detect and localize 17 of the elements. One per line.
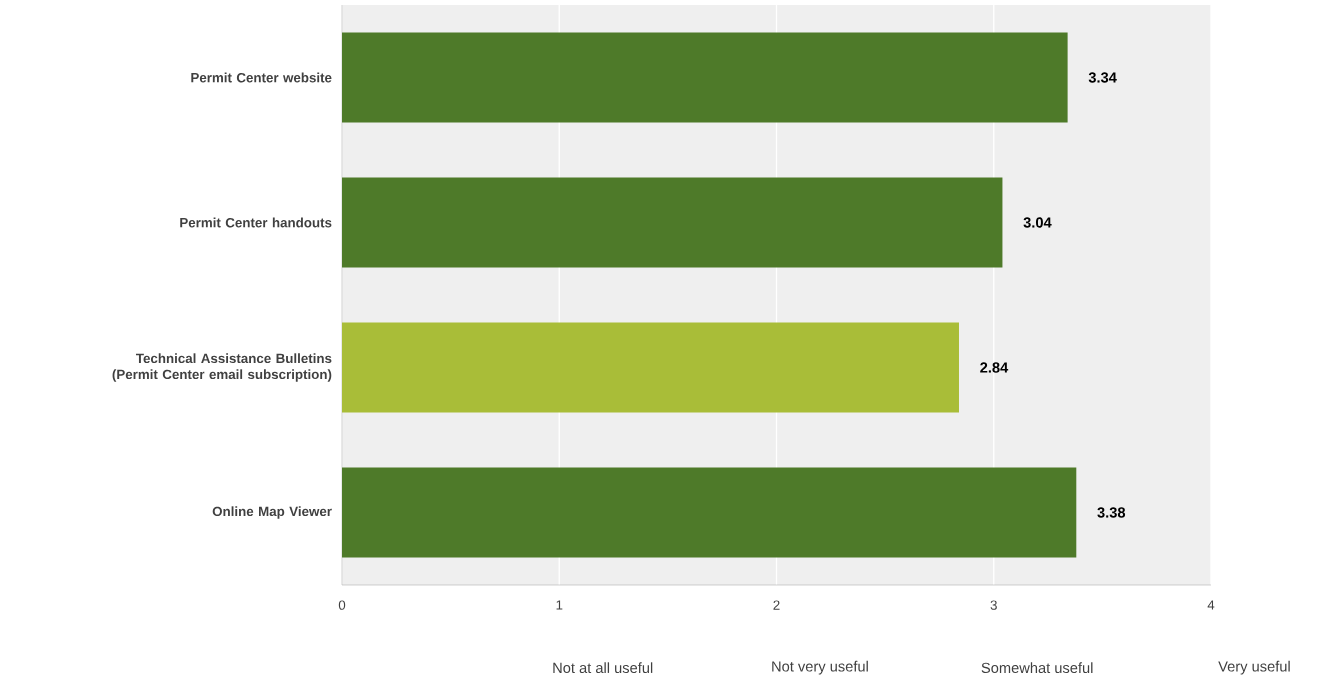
x-tick-label: 2 (773, 600, 780, 610)
x-tick-label: 0 (338, 600, 346, 610)
y-tick-label: Permit Center handouts (180, 217, 332, 228)
data-label: 3.38 (1097, 507, 1126, 518)
y-tick-label: Technical Assistance Bulletins (Permit Center email subscription) (112, 353, 332, 382)
text: Not very useful (772, 660, 868, 675)
y-tick-label: Permit Center website (191, 72, 332, 83)
text: Very useful (1218, 660, 1290, 675)
data-label: 2.84 (980, 362, 1009, 373)
text: Not at all useful (553, 662, 653, 674)
x-tick-label: 4 (1207, 600, 1215, 610)
data-label: 3.04 (1023, 217, 1052, 228)
x-tick-label: 3 (990, 600, 997, 610)
text: Somewhat useful (981, 662, 1093, 674)
y-tick-label: Online Map Viewer (212, 506, 332, 519)
x-tick-label: 1 (556, 600, 563, 610)
data-label: 3.34 (1088, 72, 1117, 83)
